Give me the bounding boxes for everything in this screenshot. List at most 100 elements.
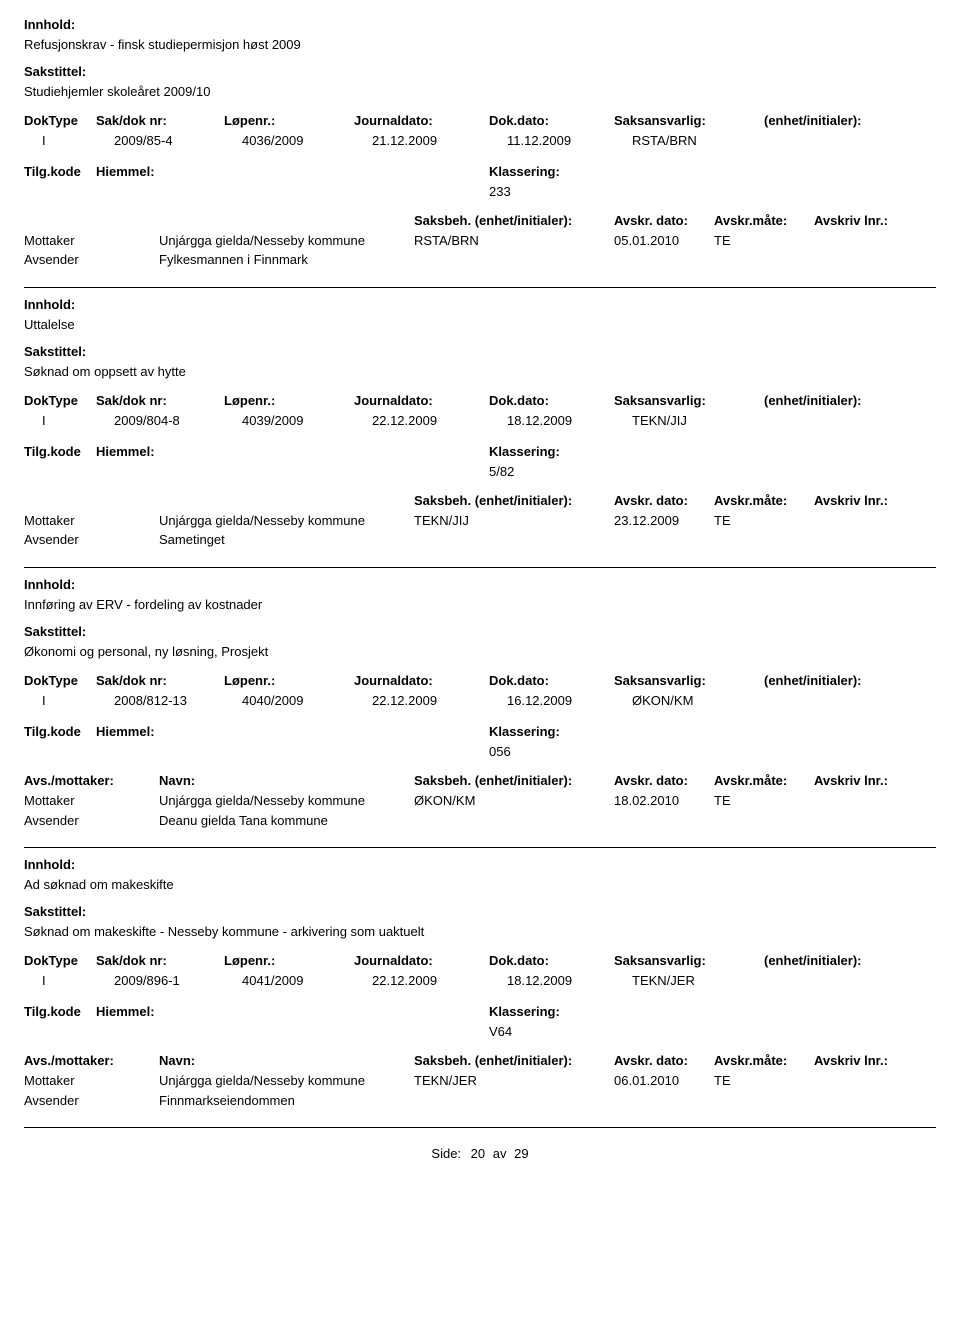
party-avskr-dato xyxy=(614,531,714,549)
val-dokdato: 18.12.2009 xyxy=(507,972,632,990)
hdr-journaldato: Journaldato: xyxy=(354,112,489,130)
journal-entry: Innhold: Ad søknad om makeskifte Sakstitte… xyxy=(24,848,936,1128)
party-row: MottakerUnjárgga gielda/Nesseby kommuneT… xyxy=(24,1072,936,1090)
val-tilgkode xyxy=(24,183,489,201)
party-avskr-mate: TE xyxy=(714,232,814,250)
hdr-tilgkode: Tilg.kode xyxy=(24,1003,96,1021)
hdr-klassering: Klassering: xyxy=(489,1003,560,1021)
innhold-text: Refusjonskrav - finsk studiepermisjon hø… xyxy=(24,36,936,54)
hdr-doktype: DokType xyxy=(24,672,96,690)
hdr-avskr-mate: Avskr.måte: xyxy=(714,492,814,510)
val-journaldato: 22.12.2009 xyxy=(372,412,507,430)
party-avskr-dato xyxy=(614,251,714,269)
hdr-enhet: (enhet/initialer): xyxy=(764,672,884,690)
hdr-navn: Navn: xyxy=(159,772,414,790)
sakstittel-text: Studiehjemler skoleåret 2009/10 xyxy=(24,83,936,101)
hdr-doktype: DokType xyxy=(24,112,96,130)
party-avskr-dato: 18.02.2010 xyxy=(614,792,714,810)
detail-header: DokTypeSak/dok nr:Løpenr.:Journaldato:Do… xyxy=(24,112,936,130)
party-avskr-dato: 23.12.2009 xyxy=(614,512,714,530)
klass-values: V64 xyxy=(24,1023,936,1041)
val-dokdato: 11.12.2009 xyxy=(507,132,632,150)
party-avskr-dato: 06.01.2010 xyxy=(614,1072,714,1090)
hdr-doktype: DokType xyxy=(24,952,96,970)
sakstittel-label: Sakstittel: xyxy=(24,623,936,641)
klass-header: Tilg.kodeHiemmel:Klassering: xyxy=(24,163,936,181)
party-role: Mottaker xyxy=(24,512,159,530)
hdr-journaldato: Journaldato: xyxy=(354,392,489,410)
party-saksbeh: ØKON/KM xyxy=(414,792,614,810)
hdr-avsmottaker xyxy=(24,492,159,510)
party-row: MottakerUnjárgga gielda/Nesseby kommuneØ… xyxy=(24,792,936,810)
hdr-avsmottaker xyxy=(24,212,159,230)
val-doktype: I xyxy=(24,412,114,430)
hdr-lopenr: Løpenr.: xyxy=(224,952,354,970)
innhold-label: Innhold: xyxy=(24,296,936,314)
val-saksansvarlig: TEKN/JIJ xyxy=(632,412,782,430)
party-navn: Deanu gielda Tana kommune xyxy=(159,812,414,830)
hdr-sakdok: Sak/dok nr: xyxy=(96,672,224,690)
innhold-text: Ad søknad om makeskifte xyxy=(24,876,936,894)
party-role: Avsender xyxy=(24,1092,159,1110)
hdr-enhet: (enhet/initialer): xyxy=(764,952,884,970)
sakstittel-label: Sakstittel: xyxy=(24,903,936,921)
hdr-sakdok: Sak/dok nr: xyxy=(96,952,224,970)
party-avskr-dato xyxy=(614,1092,714,1110)
side-total: 29 xyxy=(514,1146,528,1161)
val-enhet xyxy=(782,132,902,150)
val-journaldato: 22.12.2009 xyxy=(372,972,507,990)
party-role: Mottaker xyxy=(24,232,159,250)
hdr-sakdok: Sak/dok nr: xyxy=(96,392,224,410)
hdr-dokdato: Dok.dato: xyxy=(489,392,614,410)
val-tilgkode xyxy=(24,743,489,761)
hdr-lopenr: Løpenr.: xyxy=(224,672,354,690)
hdr-avskriv-lnr: Avskriv lnr.: xyxy=(814,1052,888,1070)
entries-container: Innhold: Refusjonskrav - finsk studieperm… xyxy=(24,8,936,1128)
party-navn: Unjárgga gielda/Nesseby kommune xyxy=(159,232,414,250)
hdr-dokdato: Dok.dato: xyxy=(489,672,614,690)
val-enhet xyxy=(782,692,902,710)
hdr-avskriv-lnr: Avskriv lnr.: xyxy=(814,212,888,230)
page: Innhold: Refusjonskrav - finsk studieperm… xyxy=(0,0,960,1177)
val-sakdok: 2009/804-8 xyxy=(114,412,242,430)
hdr-avskr-dato: Avskr. dato: xyxy=(614,212,714,230)
val-klassering: V64 xyxy=(489,1023,512,1041)
party-header: Saksbeh. (enhet/initialer):Avskr. dato:A… xyxy=(24,212,936,230)
hdr-avskr-mate: Avskr.måte: xyxy=(714,212,814,230)
sakstittel-label: Sakstittel: xyxy=(24,63,936,81)
val-sakdok: 2008/812-13 xyxy=(114,692,242,710)
detail-header: DokTypeSak/dok nr:Løpenr.:Journaldato:Do… xyxy=(24,672,936,690)
detail-header: DokTypeSak/dok nr:Løpenr.:Journaldato:Do… xyxy=(24,392,936,410)
hdr-avsmottaker: Avs./mottaker: xyxy=(24,1052,159,1070)
hdr-lopenr: Løpenr.: xyxy=(224,392,354,410)
hdr-doktype: DokType xyxy=(24,392,96,410)
hdr-avskr-dato: Avskr. dato: xyxy=(614,492,714,510)
val-dokdato: 16.12.2009 xyxy=(507,692,632,710)
hdr-klassering: Klassering: xyxy=(489,163,560,181)
val-enhet xyxy=(782,412,902,430)
party-row: AvsenderDeanu gielda Tana kommune xyxy=(24,812,936,830)
hdr-hjemmel: Hiemmel: xyxy=(96,443,176,461)
innhold-label: Innhold: xyxy=(24,856,936,874)
party-role: Mottaker xyxy=(24,1072,159,1090)
val-tilgkode xyxy=(24,1023,489,1041)
party-navn: Unjárgga gielda/Nesseby kommune xyxy=(159,1072,414,1090)
hdr-sakdok: Sak/dok nr: xyxy=(96,112,224,130)
val-saksansvarlig: ØKON/KM xyxy=(632,692,782,710)
val-saksansvarlig: TEKN/JER xyxy=(632,972,782,990)
sakstittel-text: Økonomi og personal, ny løsning, Prosjek… xyxy=(24,643,936,661)
hdr-hjemmel: Hiemmel: xyxy=(96,1003,176,1021)
klass-values: 5/82 xyxy=(24,463,936,481)
val-sakdok: 2009/85-4 xyxy=(114,132,242,150)
party-saksbeh: RSTA/BRN xyxy=(414,232,614,250)
hdr-avskr-mate: Avskr.måte: xyxy=(714,772,814,790)
val-doktype: I xyxy=(24,692,114,710)
hdr-saksansvarlig: Saksansvarlig: xyxy=(614,672,764,690)
val-tilgkode xyxy=(24,463,489,481)
party-avskr-mate xyxy=(714,812,814,830)
val-lopenr: 4041/2009 xyxy=(242,972,372,990)
hdr-saksansvarlig: Saksansvarlig: xyxy=(614,112,764,130)
party-avskr-mate: TE xyxy=(714,792,814,810)
hdr-saksansvarlig: Saksansvarlig: xyxy=(614,952,764,970)
party-avskr-mate xyxy=(714,531,814,549)
